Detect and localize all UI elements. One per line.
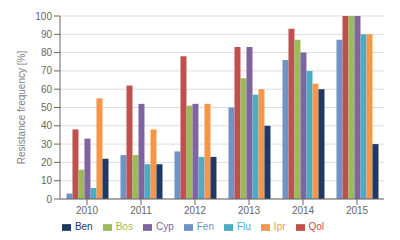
svg-text:2011: 2011 bbox=[130, 205, 152, 216]
svg-text:2015: 2015 bbox=[346, 205, 369, 216]
svg-text:30: 30 bbox=[41, 139, 53, 150]
svg-text:100: 100 bbox=[35, 11, 52, 22]
svg-text:2012: 2012 bbox=[184, 205, 207, 216]
html-text:Flu: Flu bbox=[237, 221, 251, 232]
svg-text:Resistance frequency [%]: Resistance frequency [%] bbox=[16, 51, 27, 165]
svg-text:50: 50 bbox=[41, 102, 53, 113]
html-text:Cyp: Cyp bbox=[155, 221, 174, 232]
svg-text:2010: 2010 bbox=[76, 205, 99, 216]
svg-text:90: 90 bbox=[41, 29, 53, 40]
html-text:Qol: Qol bbox=[308, 221, 325, 232]
svg-text:80: 80 bbox=[41, 47, 53, 58]
svg-text:70: 70 bbox=[41, 65, 53, 76]
svg-text:0: 0 bbox=[46, 194, 52, 205]
svg-text:2014: 2014 bbox=[292, 205, 315, 216]
html-text:Ipr: Ipr bbox=[273, 221, 286, 232]
svg-text:40: 40 bbox=[41, 120, 53, 131]
svg-text:10: 10 bbox=[41, 175, 53, 186]
html-text:Fen: Fen bbox=[196, 221, 214, 232]
svg-text:20: 20 bbox=[41, 157, 53, 168]
html-text:Ben: Ben bbox=[74, 221, 93, 232]
html-text:Bos: Bos bbox=[115, 221, 133, 232]
svg-text:60: 60 bbox=[41, 84, 53, 95]
svg-text:2013: 2013 bbox=[238, 205, 261, 216]
